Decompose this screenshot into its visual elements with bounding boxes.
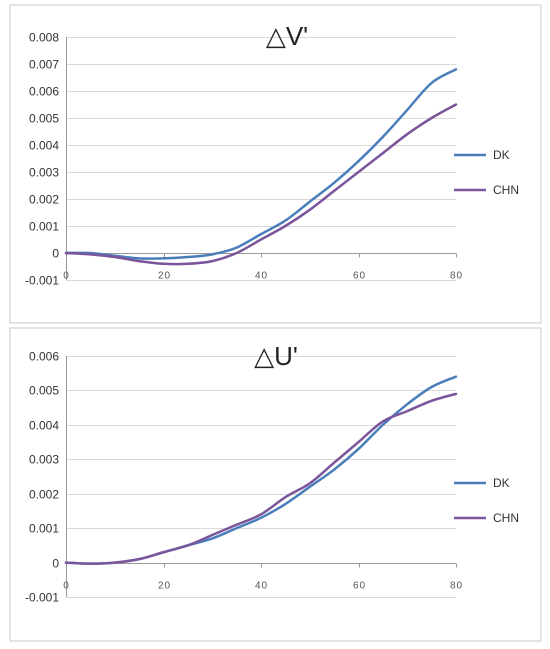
series-line-chn xyxy=(64,103,458,266)
chart-frame xyxy=(9,327,542,642)
y-tick-label: 0 xyxy=(52,247,59,261)
y-tick-label: 0.003 xyxy=(29,166,59,180)
y-tick-label: 0.007 xyxy=(29,58,59,72)
chart-panel-2: -0.001 0 0.001 0.002 0.003 0.004 0.005 0.006 0 20… xyxy=(9,327,542,642)
y-tick-label: -0.001 xyxy=(25,591,59,605)
chart-title: △U' xyxy=(254,341,298,371)
legend-label-dk: DK xyxy=(493,476,510,490)
series-line-chn xyxy=(64,392,458,565)
x-tick-label: 0 xyxy=(63,581,70,592)
y-tick-label: -0.001 xyxy=(25,274,59,288)
chart-panel-1: -0.001 0 0.001 0.002 0.003 0.004 0.005 0.006 0.0… xyxy=(9,4,542,324)
x-tick-label: 40 xyxy=(255,271,268,282)
x-tick-label: 80 xyxy=(450,271,463,282)
y-tick-label: 0.005 xyxy=(29,112,59,126)
y-tick-label: 0.006 xyxy=(29,85,59,99)
y-tick-label: 0.004 xyxy=(29,139,59,153)
legend-label-chn: CHN xyxy=(493,183,519,197)
y-tick-label: 0.006 xyxy=(29,350,59,364)
series-line-dk xyxy=(64,68,458,260)
x-tick-label: 40 xyxy=(255,581,268,592)
x-tick-label: 20 xyxy=(158,581,171,592)
y-tick-label: 0.008 xyxy=(29,31,59,45)
y-tick-label: 0.003 xyxy=(29,453,59,467)
y-tick-label: 0.002 xyxy=(29,488,59,502)
y-tick-label: 0.001 xyxy=(29,220,59,234)
x-tick-label: 0 xyxy=(63,271,70,282)
legend-label-dk: DK xyxy=(493,148,510,162)
x-tick-label: 80 xyxy=(450,581,463,592)
y-tick-label: 0.004 xyxy=(29,419,59,433)
y-tick-label: 0.005 xyxy=(29,384,59,398)
y-tick-label: 0 xyxy=(52,557,59,571)
x-tick-label: 20 xyxy=(158,271,171,282)
chart-title: △V' xyxy=(266,21,308,51)
y-tick-label: 0.001 xyxy=(29,522,59,536)
chart-frame xyxy=(9,4,542,324)
y-tick-label: 0.002 xyxy=(29,193,59,207)
legend-label-chn: CHN xyxy=(493,511,519,525)
x-tick-label: 60 xyxy=(353,271,366,282)
x-tick-label: 60 xyxy=(353,581,366,592)
